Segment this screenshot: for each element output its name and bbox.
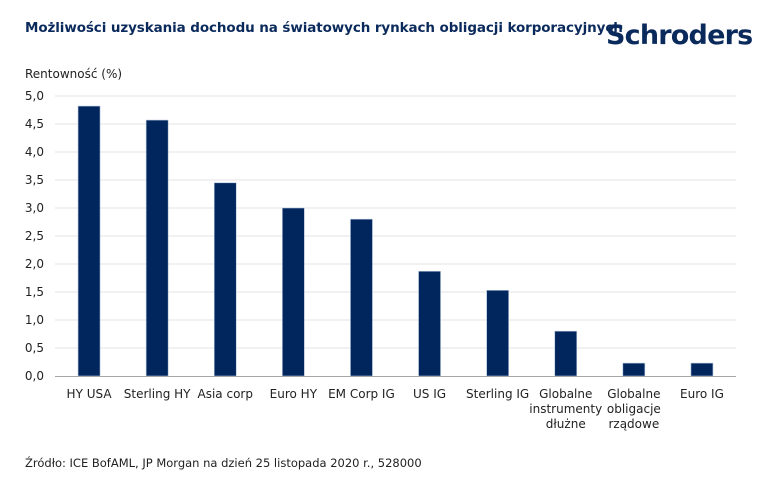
y-tick-label: 3,5 [25,173,44,187]
x-tick-label-line: obligacje [607,402,661,416]
x-tick-label-line: Asia corp [198,387,253,401]
x-tick-label-line: EM Corp IG [328,387,395,401]
bar [282,207,305,377]
y-tick-label: 0,0 [25,369,44,383]
y-axis-label: Rentowność (%) [25,67,123,81]
y-tick-label: 5,0 [25,89,44,103]
y-tick-label: 3,0 [25,201,44,215]
x-tick-label: US IG [413,387,446,401]
x-tick-label: HY USA [67,387,113,401]
x-tick-label-line: rządowe [608,417,659,431]
x-tick-label-line: HY USA [67,387,113,401]
gridlines [55,95,736,349]
x-tick-label: Sterling IG [466,387,529,401]
y-tick-label: 4,0 [25,145,44,159]
bar [690,362,714,377]
y-tick-label: 2,5 [25,229,44,243]
x-tick-label-line: Globalne [607,387,660,401]
x-tick-label: EM Corp IG [328,387,395,401]
x-tick-label-line: Euro HY [270,387,318,401]
bar [418,270,441,377]
x-tick-label-line: dłużne [546,417,586,431]
bar [350,218,373,377]
x-tick-label-line: instrumenty [529,402,602,416]
x-tick-label: Euro HY [270,387,318,401]
y-axis-ticks: 0,0 0,5 1,0 1,5 2,0 2,5 3,0 3,5 4,0 4,5 5,0 [25,89,44,383]
x-tick-label-line: Sterling HY [124,387,191,401]
x-tick-label-line: Globalne [539,387,592,401]
x-tick-label: Asia corp [198,387,253,401]
x-tick-label: Euro IG [680,387,724,401]
y-tick-label: 2,0 [25,257,44,271]
bar [77,105,101,377]
y-tick-label: 4,5 [25,117,44,131]
bar [145,119,169,377]
bar [213,182,237,377]
source-note: Źródło: ICE BofAML, JP Morgan na dzień 2… [25,456,422,470]
chart-title: Możliwości uzyskania dochodu na światowy… [25,20,623,36]
x-tick-label-line: Euro IG [680,387,724,401]
y-tick-label: 0,5 [25,341,44,355]
bar [486,290,509,377]
y-tick-label: 1,0 [25,313,44,327]
schroders-logo: Schroders [606,20,753,51]
x-axis-labels: HY USA Sterling HY Asia corp Euro HY EM Corp… [67,387,724,431]
x-tick-label: Sterling HY [124,387,191,401]
x-tick-label: Globalne obligacje rządowe [607,387,661,431]
x-tick-label-line: US IG [413,387,446,401]
x-tick-label-line: Sterling IG [466,387,529,401]
bar [554,330,578,377]
x-tick-label: Globalne instrumenty dłużne [529,387,602,431]
y-tick-label: 1,5 [25,285,44,299]
bar [622,362,646,377]
bars [77,105,714,377]
